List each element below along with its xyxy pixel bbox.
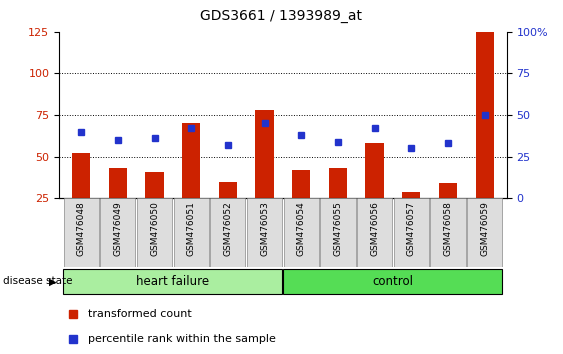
Text: GSM476057: GSM476057: [407, 201, 416, 256]
Bar: [182, 124, 200, 198]
FancyBboxPatch shape: [467, 198, 502, 267]
Text: GDS3661 / 1393989_at: GDS3661 / 1393989_at: [200, 9, 363, 23]
Text: ▶: ▶: [49, 276, 56, 286]
Text: GSM476059: GSM476059: [480, 201, 489, 256]
FancyBboxPatch shape: [320, 198, 356, 267]
FancyBboxPatch shape: [394, 198, 429, 267]
FancyBboxPatch shape: [137, 198, 172, 267]
FancyBboxPatch shape: [100, 198, 136, 267]
FancyBboxPatch shape: [357, 198, 392, 267]
Text: control: control: [373, 275, 413, 288]
Bar: [292, 170, 310, 198]
Text: heart failure: heart failure: [136, 275, 209, 288]
Bar: [145, 172, 164, 198]
Bar: [109, 168, 127, 198]
Bar: [365, 143, 384, 198]
Text: GSM476056: GSM476056: [370, 201, 379, 256]
Text: disease state: disease state: [3, 276, 72, 286]
Bar: [439, 183, 457, 198]
Text: GSM476050: GSM476050: [150, 201, 159, 256]
Bar: [218, 182, 237, 198]
Text: GSM476053: GSM476053: [260, 201, 269, 256]
Bar: [72, 153, 90, 198]
FancyBboxPatch shape: [64, 198, 99, 267]
Bar: [329, 168, 347, 198]
Bar: [402, 192, 421, 198]
FancyBboxPatch shape: [247, 198, 282, 267]
Text: percentile rank within the sample: percentile rank within the sample: [88, 334, 276, 344]
Bar: [476, 32, 494, 198]
Text: GSM476055: GSM476055: [333, 201, 342, 256]
Text: GSM476051: GSM476051: [187, 201, 196, 256]
Bar: [63, 269, 282, 294]
Text: GSM476052: GSM476052: [224, 201, 233, 256]
Text: GSM476049: GSM476049: [113, 201, 122, 256]
Bar: [283, 269, 502, 294]
Text: GSM476048: GSM476048: [77, 201, 86, 256]
Text: GSM476054: GSM476054: [297, 201, 306, 256]
FancyBboxPatch shape: [430, 198, 466, 267]
Text: GSM476058: GSM476058: [444, 201, 453, 256]
FancyBboxPatch shape: [284, 198, 319, 267]
FancyBboxPatch shape: [173, 198, 209, 267]
FancyBboxPatch shape: [210, 198, 245, 267]
Bar: [256, 110, 274, 198]
Text: transformed count: transformed count: [88, 308, 192, 319]
